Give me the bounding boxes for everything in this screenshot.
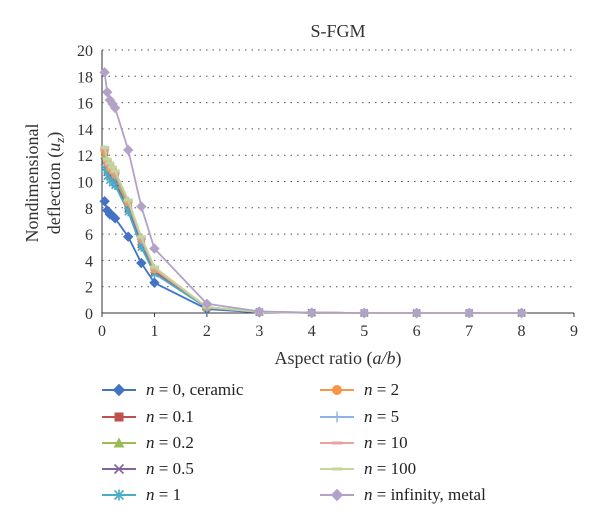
data-point	[123, 144, 134, 156]
legend-item-9: n = infinity, metal	[318, 485, 486, 505]
data-point	[102, 86, 113, 98]
series-9	[99, 67, 527, 319]
y-tick-labels: 0 2 4 6 8 10 12 14 16 18 20	[77, 43, 93, 323]
y-tick-label-14: 14	[77, 122, 93, 139]
data-point	[136, 257, 147, 269]
legend-swatch-5	[320, 385, 354, 395]
legend-swatch-4	[102, 489, 136, 501]
legend-swatch-9	[320, 488, 354, 502]
data-point	[516, 307, 527, 319]
x-axis-label: Aspect ratio (a/b)	[275, 348, 402, 369]
series-group	[99, 67, 527, 319]
y-tick-label-10: 10	[77, 175, 93, 192]
legend-label-8: n = 100	[364, 459, 417, 478]
y-tick-label-12: 12	[77, 148, 93, 165]
legend-label-0: n = 0, ceramic	[146, 380, 244, 399]
x-tick-label-8: 8	[518, 323, 526, 340]
data-point	[136, 201, 147, 212]
data-point	[111, 180, 120, 190]
data-point	[254, 306, 265, 317]
legend-swatch-8	[320, 467, 354, 471]
x-tick-label-6: 6	[413, 323, 421, 340]
data-point	[110, 169, 120, 173]
y-tick-label-4: 4	[85, 253, 93, 270]
data-point	[102, 157, 112, 161]
x-tick-label-4: 4	[308, 323, 316, 340]
data-point	[411, 307, 422, 319]
legend-label-7: n = 10	[364, 433, 408, 452]
data-point	[105, 161, 115, 165]
data-point	[107, 165, 117, 169]
legend-label-5: n = 2	[364, 380, 400, 399]
data-point	[136, 235, 146, 239]
chart-title: S-FGM	[310, 21, 365, 41]
data-point	[123, 231, 134, 242]
y-axis-label-line2: deflection (uz)	[44, 132, 67, 235]
data-point	[306, 307, 317, 318]
legend-item-7: n = 10	[318, 433, 408, 453]
x-tick-label-5: 5	[360, 323, 368, 340]
data-point	[99, 67, 110, 78]
data-point	[201, 298, 213, 310]
legend-label-4: n = 1	[146, 485, 182, 504]
data-point	[123, 198, 133, 202]
data-point	[463, 307, 475, 319]
y-tick-label-18: 18	[77, 69, 93, 86]
x-tick-label-1: 1	[150, 323, 158, 340]
legend-swatch-1	[102, 412, 136, 422]
legend-swatch-2	[102, 437, 136, 448]
legend-label-9: n = infinity, metal	[364, 485, 486, 504]
data-point	[149, 243, 160, 254]
legend-item-4: n = 1	[100, 485, 181, 505]
legend-label-1: n = 0.1	[146, 407, 194, 426]
legend-label-2: n = 0.2	[146, 433, 194, 452]
y-tick-label-0: 0	[85, 306, 93, 323]
x-tick-label-2: 2	[203, 323, 211, 340]
legend-swatch-6	[320, 411, 354, 423]
data-point	[100, 145, 110, 149]
y-tick-label-20: 20	[77, 43, 93, 60]
y-tick-label-6: 6	[85, 227, 93, 244]
y-tick-label-8: 8	[85, 201, 93, 218]
x-tick-label-9: 9	[570, 323, 578, 340]
x-tick-label-3: 3	[255, 323, 263, 340]
data-point	[109, 213, 121, 224]
x-tick-label-0: 0	[98, 323, 106, 340]
legend-item-0: n = 0, ceramic	[100, 380, 243, 400]
legend-swatch-7	[320, 441, 354, 445]
legend-item-6: n = 5	[318, 407, 399, 427]
y-tick-label-2: 2	[85, 280, 93, 297]
legend-label-6: n = 5	[364, 407, 400, 426]
data-point	[99, 196, 110, 207]
legend-item-1: n = 0.1	[100, 407, 194, 427]
legend-item-2: n = 0.2	[100, 433, 194, 453]
legend-label-3: n = 0.5	[146, 459, 194, 478]
legend-swatch-3	[102, 463, 136, 475]
y-tick-label-16: 16	[77, 96, 93, 113]
legend-swatch-0	[102, 383, 136, 397]
data-point	[149, 277, 160, 288]
data-point	[359, 307, 370, 319]
legend-item-3: n = 0.5	[100, 459, 194, 479]
y-axis-label-line1: Nondimensional	[22, 124, 42, 243]
data-point	[109, 102, 121, 114]
x-tick-label-7: 7	[465, 323, 473, 340]
data-point	[149, 265, 159, 269]
legend-item-8: n = 100	[318, 459, 416, 479]
legend-item-5: n = 2	[318, 380, 399, 400]
